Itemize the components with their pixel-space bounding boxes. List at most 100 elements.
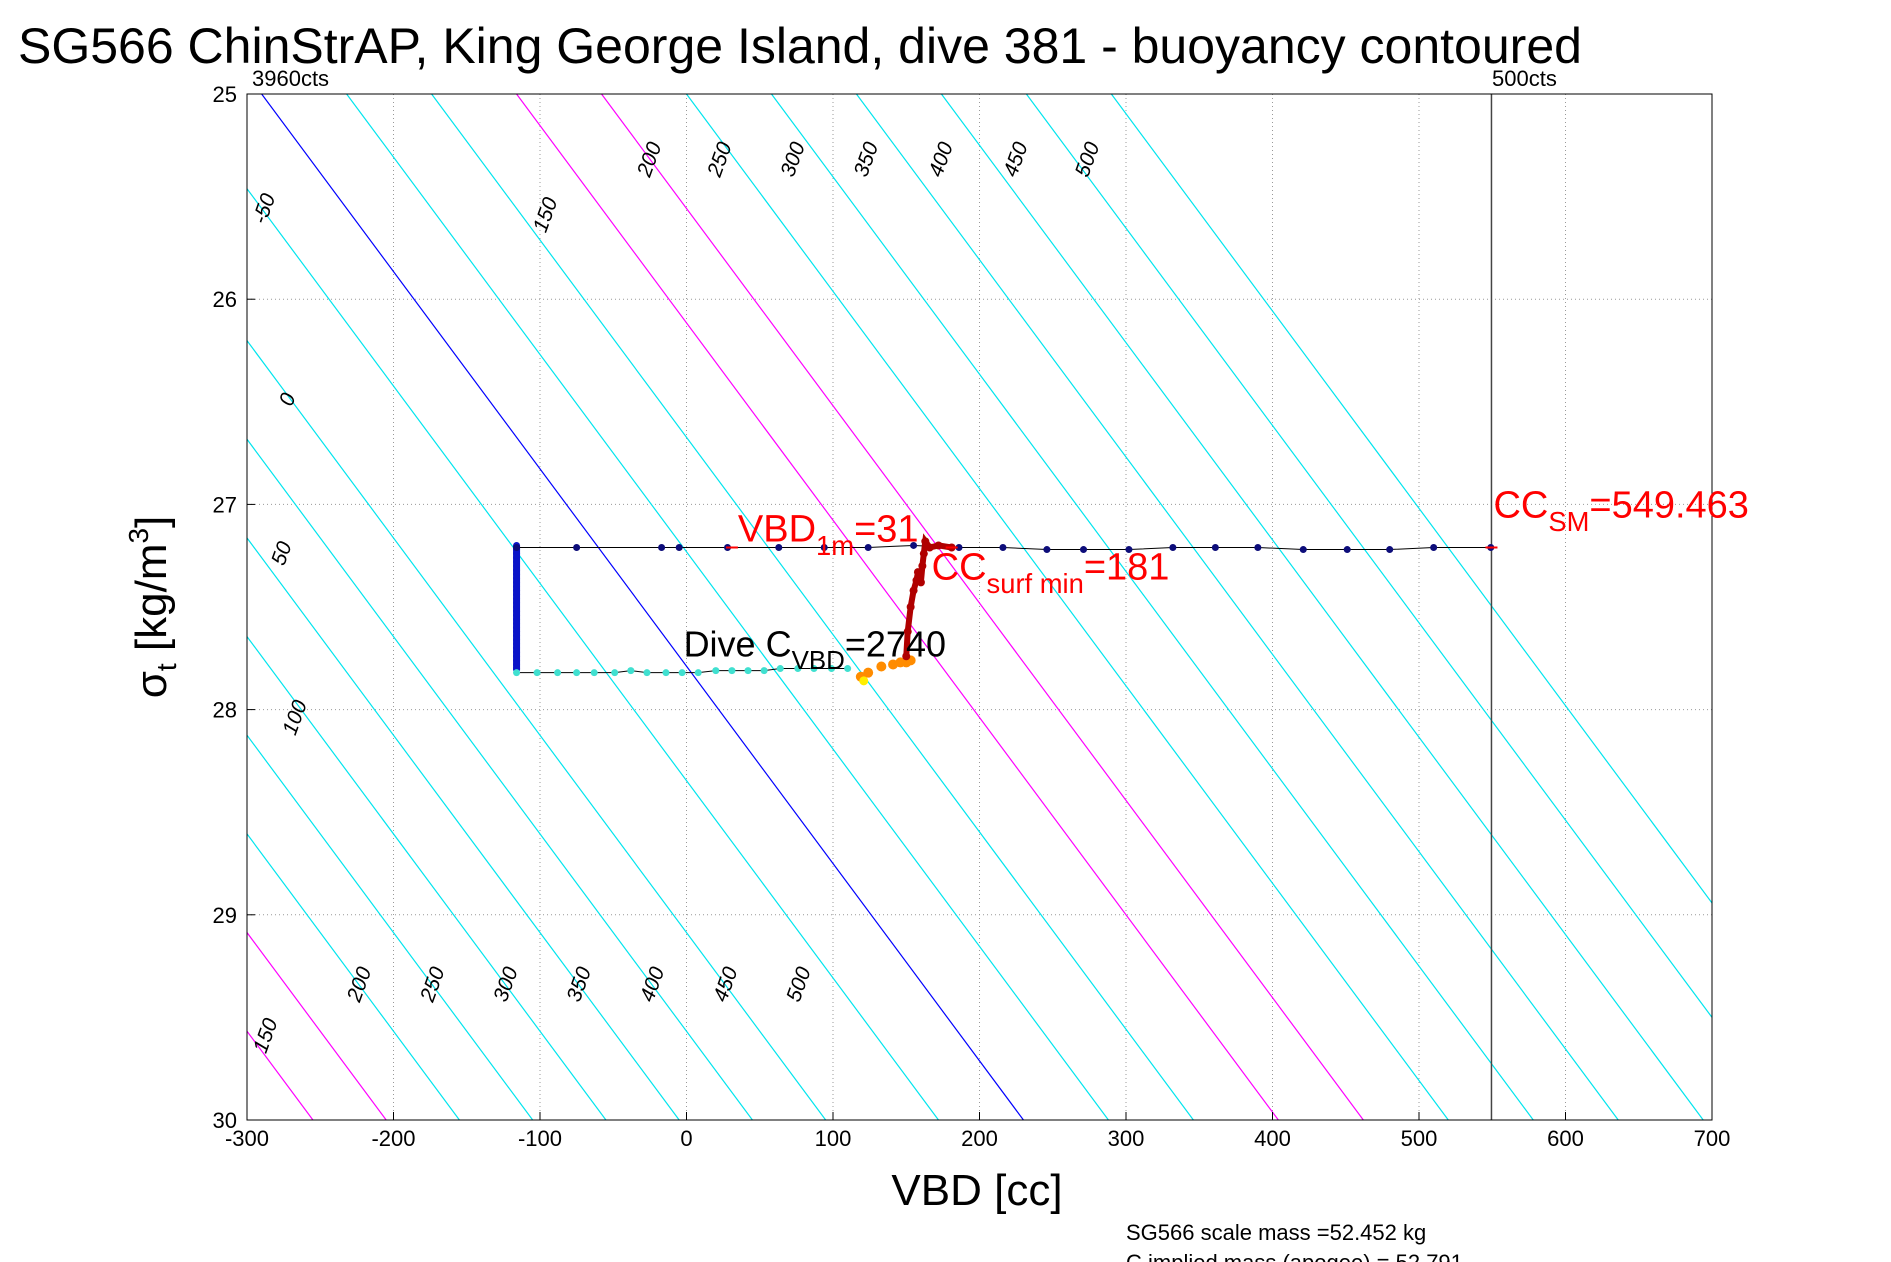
cc-surf-min-annotation-main: CC — [932, 546, 987, 588]
ascent-top-point — [1169, 543, 1177, 551]
contour-line-low-300 — [247, 734, 534, 1120]
climb-point — [921, 537, 930, 546]
contour-line-low-250 — [247, 832, 460, 1120]
apogee-point — [744, 667, 752, 675]
ascent-top-point — [1254, 543, 1262, 551]
apogee-orange-point — [863, 667, 874, 678]
cc-surf-min-annotation: CCsurf min=181 — [932, 546, 1170, 598]
apogee-point — [627, 667, 635, 675]
footer-line-1: SG566 scale mass =52.452 kg — [1126, 1220, 1426, 1245]
x-tick-label: -200 — [371, 1126, 415, 1151]
ascent-top-point — [658, 543, 666, 551]
contour-line-low-200 — [247, 931, 387, 1120]
ascent-top-point — [955, 543, 963, 551]
contour-line-200 — [601, 94, 1364, 1120]
y-tick-label: 29 — [213, 903, 237, 928]
x-tick-label: 700 — [1694, 1126, 1731, 1151]
climb-point — [934, 541, 943, 550]
contour-line-low-500 — [247, 339, 827, 1120]
apogee-point — [554, 669, 562, 677]
cc-surf-min-annotation-value: =181 — [1084, 546, 1170, 588]
x-tick-label: 300 — [1108, 1126, 1145, 1151]
contour-line-300 — [770, 94, 1534, 1120]
cc-sm-annotation-value: =549.463 — [1589, 484, 1749, 526]
cc-surf-min-annotation-sub: surf min — [987, 568, 1084, 599]
contour-line-250 — [686, 94, 1449, 1120]
ascent-top-point — [573, 543, 581, 551]
apogee-point — [643, 669, 651, 677]
ascent-top-point — [1080, 546, 1088, 554]
ascent-top-point — [1299, 546, 1307, 554]
x-tick-label: 500 — [1401, 1126, 1438, 1151]
y-axis-label: σt [kg/m3] — [123, 516, 182, 699]
apogee-point — [828, 665, 836, 673]
y-tick-label: 27 — [213, 492, 237, 517]
y-axis-label-sup: 3 — [123, 528, 154, 544]
x-tick-label: 0 — [680, 1126, 692, 1151]
climb-point — [903, 627, 912, 636]
top-left-label: 3960cts — [252, 66, 329, 91]
contour-line-low-350 — [247, 635, 607, 1120]
dive-c-vbd-annotation-main: Dive C — [684, 624, 792, 665]
ascent-top-point — [1125, 546, 1133, 554]
ascent-top-line — [516, 544, 1491, 551]
ascent-top-point — [1343, 546, 1351, 554]
x-tick-labels: -300 -200 -100 0 100 200 300 400 500 600 700 — [225, 1112, 1730, 1151]
apogee-point — [678, 669, 686, 677]
contour-line-100 — [431, 94, 1194, 1120]
ascent-top-point — [910, 541, 918, 549]
x-tick-label: 400 — [1254, 1126, 1291, 1151]
contour-line-50 — [346, 94, 1109, 1120]
apogee-point — [533, 669, 541, 677]
apogee-point — [712, 667, 720, 675]
contour-line-500 — [1110, 94, 1712, 904]
y-axis-label-sub: t — [151, 663, 182, 671]
dive-c-vbd-annotation-sub: VBD — [792, 647, 845, 675]
ascent-top-point — [1043, 546, 1051, 554]
footer-line-2: C implied mass (apogee) = 52.791 — [1126, 1250, 1463, 1262]
vbd-1m-annotation-value: =31 — [854, 508, 918, 550]
climb-point — [906, 603, 915, 611]
apogee-orange-point — [876, 661, 887, 672]
y-tick-label: 26 — [213, 287, 237, 312]
climb-point — [902, 652, 911, 661]
apogee-point — [611, 669, 619, 677]
climb-point — [909, 586, 918, 595]
apogee-point — [662, 669, 670, 677]
x-tick-label: -100 — [518, 1126, 562, 1151]
ascent-top-point — [675, 543, 683, 551]
cc-sm-annotation-sub: SM — [1548, 506, 1589, 537]
apogee-point — [810, 665, 818, 673]
chart-title: SG566 ChinStrAP, King George Island, div… — [18, 18, 1582, 74]
ascent-top-point — [864, 543, 872, 551]
contour-line-450 — [1025, 94, 1712, 1019]
dive-series — [513, 533, 1495, 686]
top-right-label: 500cts — [1492, 66, 1557, 91]
x-axis-label: VBD [cc] — [891, 1166, 1062, 1215]
ascent-top-point — [1211, 543, 1219, 551]
apogee-point — [513, 669, 521, 677]
contour-line-low-400 — [247, 536, 680, 1120]
ascent-top-point — [999, 543, 1007, 551]
ascent-top-point — [775, 543, 783, 551]
y-tick-label: 30 — [213, 1108, 237, 1133]
contour-line--50 — [247, 187, 939, 1120]
climb-point — [925, 543, 934, 552]
x-tick-label: -300 — [225, 1126, 269, 1151]
vbd-1m-annotation-sub: 1m — [816, 530, 854, 561]
ascent-top-point — [513, 543, 521, 551]
dive-c-vbd-annotation: Dive CVBD=2740 — [684, 624, 946, 676]
dive-c-vbd-annotation-value: =2740 — [845, 624, 946, 665]
ascent-top-point — [820, 543, 828, 551]
y-tick-labels: 25 26 27 28 29 30 — [213, 82, 255, 1133]
apogee-point — [844, 665, 852, 673]
cc-sm-annotation-main: CC — [1493, 484, 1548, 526]
vbd-1m-annotation-main: VBD — [738, 508, 816, 550]
x-tick-label: 100 — [815, 1126, 852, 1151]
apogee-point — [694, 669, 702, 677]
apogee-point — [760, 667, 768, 675]
x-tick-label: 200 — [961, 1126, 998, 1151]
x-tick-label: 600 — [1547, 1126, 1584, 1151]
